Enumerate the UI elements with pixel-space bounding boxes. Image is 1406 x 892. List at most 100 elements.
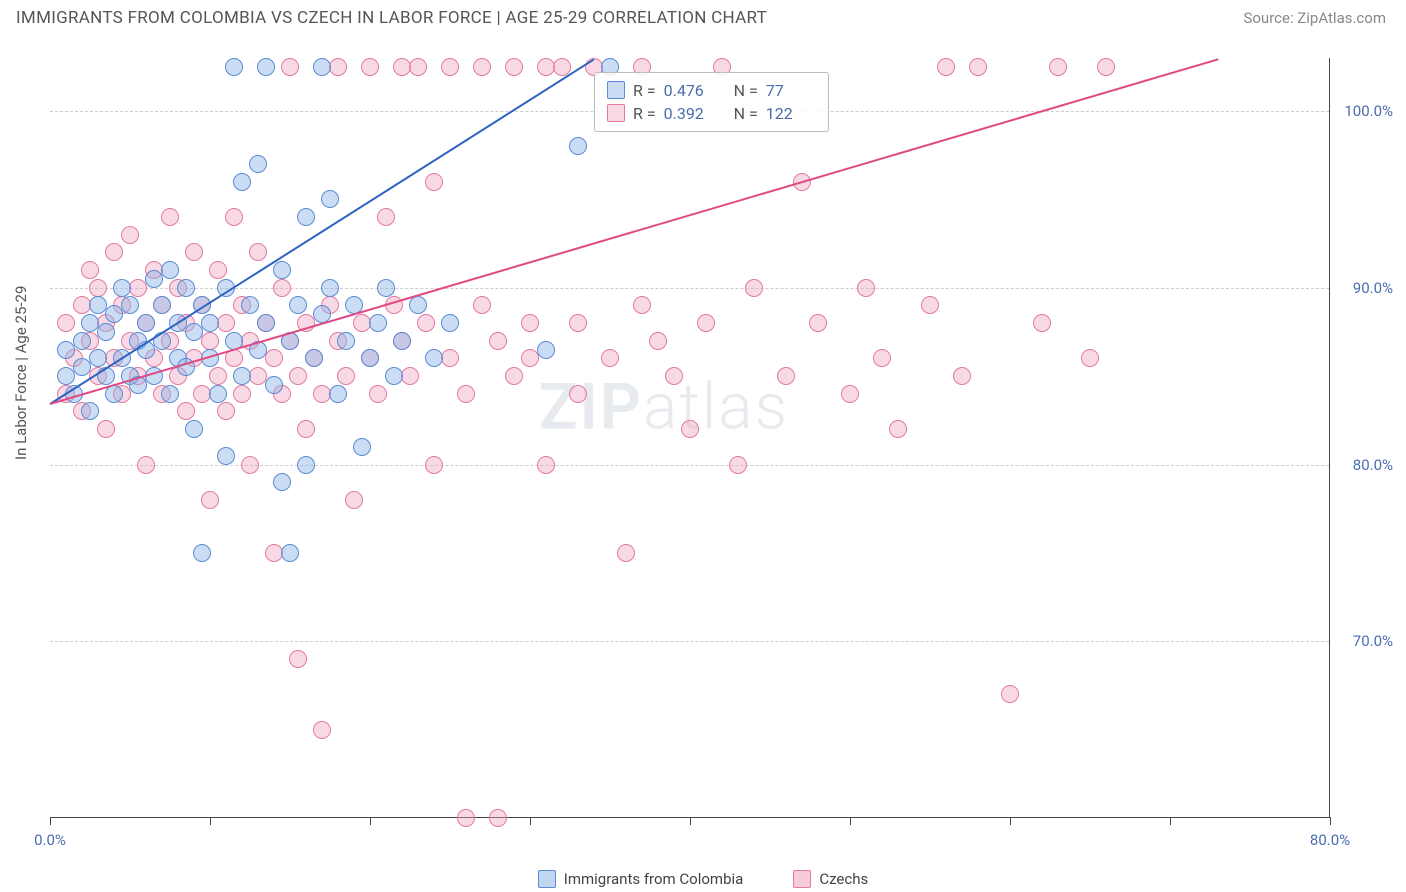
data-point [297,420,315,438]
data-point [361,349,379,367]
data-point [185,420,203,438]
data-point [441,314,459,332]
data-point [185,323,203,341]
data-point [121,296,139,314]
y-tick-label: 70.0% [1337,632,1393,650]
data-point [633,296,651,314]
data-point [161,385,179,403]
data-point [89,279,107,297]
data-point [265,349,283,367]
data-point [489,332,507,350]
data-point [417,314,435,332]
data-point [129,279,147,297]
data-point [281,544,299,562]
data-point [225,208,243,226]
data-point [81,261,99,279]
data-point [537,341,555,359]
chart-title: IMMIGRANTS FROM COLOMBIA VS CZECH IN LAB… [16,8,767,28]
plot-region: ZIPatlas 70.0%80.0%90.0%100.0%0.0%80.0%R… [50,58,1330,818]
x-tick [50,817,51,825]
x-tick [1010,817,1011,825]
data-point [97,323,115,341]
stat-r-value: 0.392 [664,104,714,123]
data-point [161,208,179,226]
stats-row: R = 0.476 N = 77 [607,79,816,102]
data-point [521,349,539,367]
data-point [1001,685,1019,703]
data-point [537,456,555,474]
data-point [209,261,227,279]
stats-row: R = 0.392 N = 122 [607,102,816,125]
data-point [569,385,587,403]
data-point [289,367,307,385]
x-tick-label: 80.0% [1310,831,1350,849]
data-point [313,58,331,76]
data-point [185,243,203,261]
data-point [177,279,195,297]
data-point [337,332,355,350]
data-point [201,314,219,332]
data-point [649,332,667,350]
series-swatch [607,81,625,99]
data-point [353,438,371,456]
data-point [137,456,155,474]
data-point [601,349,619,367]
data-point [425,456,443,474]
data-point [273,279,291,297]
stats-box: R = 0.476 N = 77R = 0.392 N = 122 [594,72,829,132]
stat-n-value: 77 [766,81,816,100]
watermark: ZIPatlas [539,370,789,445]
legend-bottom: Immigrants from Colombia Czechs [0,870,1406,888]
data-point [57,367,75,385]
data-point [145,270,163,288]
legend-swatch [538,870,556,888]
grid-line [50,641,1329,642]
x-tick [530,817,531,825]
legend-swatch [793,870,811,888]
data-point [857,279,875,297]
data-point [217,314,235,332]
x-tick [370,817,371,825]
data-point [441,349,459,367]
x-tick [210,817,211,825]
legend-item: Czechs [793,870,868,888]
data-point [137,314,155,332]
data-point [329,385,347,403]
data-point [177,402,195,420]
data-point [297,208,315,226]
data-point [841,385,859,403]
data-point [113,279,131,297]
data-point [105,243,123,261]
data-point [289,650,307,668]
data-point [665,367,683,385]
data-point [233,367,251,385]
stat-r-value: 0.476 [664,81,714,100]
data-point [225,58,243,76]
data-point [57,314,75,332]
data-point [697,314,715,332]
data-point [305,349,323,367]
data-point [73,358,91,376]
data-point [249,155,267,173]
data-point [273,473,291,491]
data-point [953,367,971,385]
data-point [201,332,219,350]
data-point [209,367,227,385]
stat-r-label: R = [633,104,656,123]
data-point [89,349,107,367]
data-point [161,261,179,279]
data-point [1097,58,1115,76]
data-point [729,456,747,474]
data-point [377,208,395,226]
data-point [321,279,339,297]
legend-item: Immigrants from Colombia [538,870,744,888]
data-point [121,226,139,244]
data-point [409,58,427,76]
data-point [1049,58,1067,76]
data-point [297,456,315,474]
data-point [937,58,955,76]
data-point [217,402,235,420]
y-tick-label: 80.0% [1337,456,1393,474]
data-point [873,349,891,367]
data-point [201,491,219,509]
